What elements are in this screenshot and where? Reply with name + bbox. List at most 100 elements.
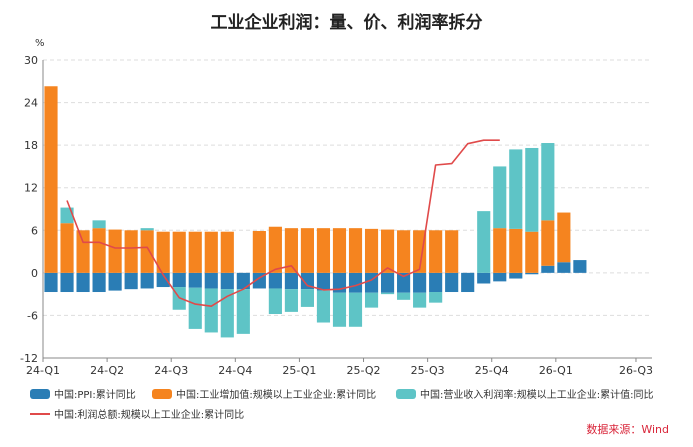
x-tick-label: 25-Q1 [282, 364, 316, 377]
legend-item-industrial-value-added[interactable]: 中国:工业增加值:规模以上工业企业:累计同比 [152, 386, 376, 401]
bar-series2 [92, 220, 106, 229]
bar-series0 [493, 272, 507, 282]
y-tick-label: 18 [24, 139, 38, 152]
bar-series1 [364, 228, 379, 273]
bar-series0 [541, 265, 555, 273]
x-tick-label: 24-Q3 [154, 364, 188, 377]
bar-series0 [316, 272, 331, 291]
bar-series0 [461, 272, 475, 293]
bar-series2 [477, 211, 491, 273]
bar-series2 [140, 228, 154, 231]
bar-series1 [316, 228, 331, 273]
bar-series2 [380, 292, 395, 295]
bar-series0 [108, 272, 122, 291]
y-tick-label: 24 [24, 97, 38, 110]
x-tick-label: 26-Q1 [539, 364, 573, 377]
bar-series0 [172, 272, 186, 288]
bar-series2 [348, 292, 363, 327]
bar-series0 [204, 272, 218, 289]
y-tick-label: 30 [24, 54, 38, 67]
x-tick-label: 24-Q4 [218, 364, 252, 377]
data-source: 数据来源：Wind [586, 423, 669, 436]
legend-label-industrial-value-added: 中国:工业增加值:规模以上工业企业:累计同比 [176, 390, 377, 401]
bar-series1 [525, 231, 539, 273]
x-tick-label: 25-Q4 [475, 364, 509, 377]
bar-series1 [156, 231, 170, 273]
x-tick-label: 24-Q2 [90, 364, 124, 377]
bar-series0 [348, 272, 363, 293]
bar-series1 [509, 228, 523, 273]
bar-series0 [140, 272, 154, 289]
bar-series0 [44, 272, 58, 293]
bar-series2 [236, 289, 250, 334]
bar-series0 [413, 272, 427, 293]
bar-series1 [413, 230, 427, 273]
bar-series1 [108, 229, 122, 273]
bar-series1 [557, 212, 571, 263]
bar-series1 [124, 230, 138, 273]
x-tick-label: 25-Q3 [411, 364, 445, 377]
bar-series1 [188, 231, 202, 273]
bar-series0 [156, 272, 170, 288]
bar-series0 [380, 272, 395, 293]
bar-series1 [397, 230, 411, 273]
bar-series2 [397, 292, 411, 300]
bar-series1 [220, 231, 234, 273]
bar-series0 [557, 262, 571, 273]
bar-series1 [300, 228, 315, 273]
bar-series1 [172, 231, 186, 273]
bar-series0 [300, 272, 315, 290]
bar-series0 [477, 272, 491, 284]
bar-series2 [332, 292, 347, 327]
bar-series1 [268, 226, 282, 273]
bar-series2 [413, 292, 427, 308]
bar-series0 [92, 272, 106, 293]
legend-label-ppi: 中国:PPI:累计同比 [54, 390, 136, 401]
y-tick-label: -12 [20, 352, 38, 365]
bar-series0 [76, 272, 90, 293]
legend-item-ppi[interactable]: 中国:PPI:累计同比 [30, 386, 136, 401]
bar-series1 [541, 220, 555, 266]
bar-series1 [44, 86, 58, 273]
bar-series2 [509, 149, 523, 229]
bar-series2 [268, 288, 282, 315]
bar-series2 [188, 287, 202, 329]
bar-series1 [92, 228, 106, 273]
bar-series0 [429, 272, 443, 293]
bar-series2 [525, 147, 539, 232]
legend-label-total-profit: 中国:利润总额:规模以上工业企业:累计同比 [54, 410, 245, 421]
bar-series2 [316, 290, 331, 323]
legend-item-profit-margin[interactable]: 中国:营业收入利润率:规模以上工业企业:累计值:同比 [396, 386, 653, 401]
bar-series1 [332, 228, 347, 273]
bar-series0 [284, 272, 298, 290]
bar-series0 [268, 272, 282, 289]
bar-series1 [493, 228, 507, 273]
y-tick-label: 6 [31, 224, 38, 237]
bar-series2 [220, 289, 234, 338]
y-tick-label: 12 [24, 182, 38, 195]
bar-series0 [573, 260, 587, 273]
bar-series0 [60, 272, 74, 293]
y-axis-unit: % [35, 38, 45, 49]
bar-series2 [364, 292, 379, 308]
bar-series0 [525, 272, 539, 275]
line-series-total-profit [66, 139, 500, 307]
bar-series2 [541, 143, 555, 221]
bar-series1 [348, 228, 363, 273]
bar-series1 [60, 223, 74, 273]
legend-item-total-profit[interactable]: 中国:利润总额:规模以上工业企业:累计同比 [30, 406, 244, 421]
bar-series1 [76, 230, 90, 273]
legend-swatch-industrial-value-added [152, 389, 172, 399]
bar-series1 [204, 231, 218, 273]
bar-series0 [188, 272, 202, 288]
y-tick-label: -6 [27, 309, 38, 322]
bar-series0 [397, 272, 411, 293]
bar-series0 [220, 272, 234, 290]
legend-swatch-profit-margin [396, 389, 416, 399]
bar-series2 [429, 292, 443, 303]
bar-series2 [60, 207, 74, 224]
x-tick-label: 26-Q3 [619, 364, 653, 377]
y-tick-label: 0 [31, 267, 38, 280]
x-tick-label: 25-Q2 [347, 364, 381, 377]
